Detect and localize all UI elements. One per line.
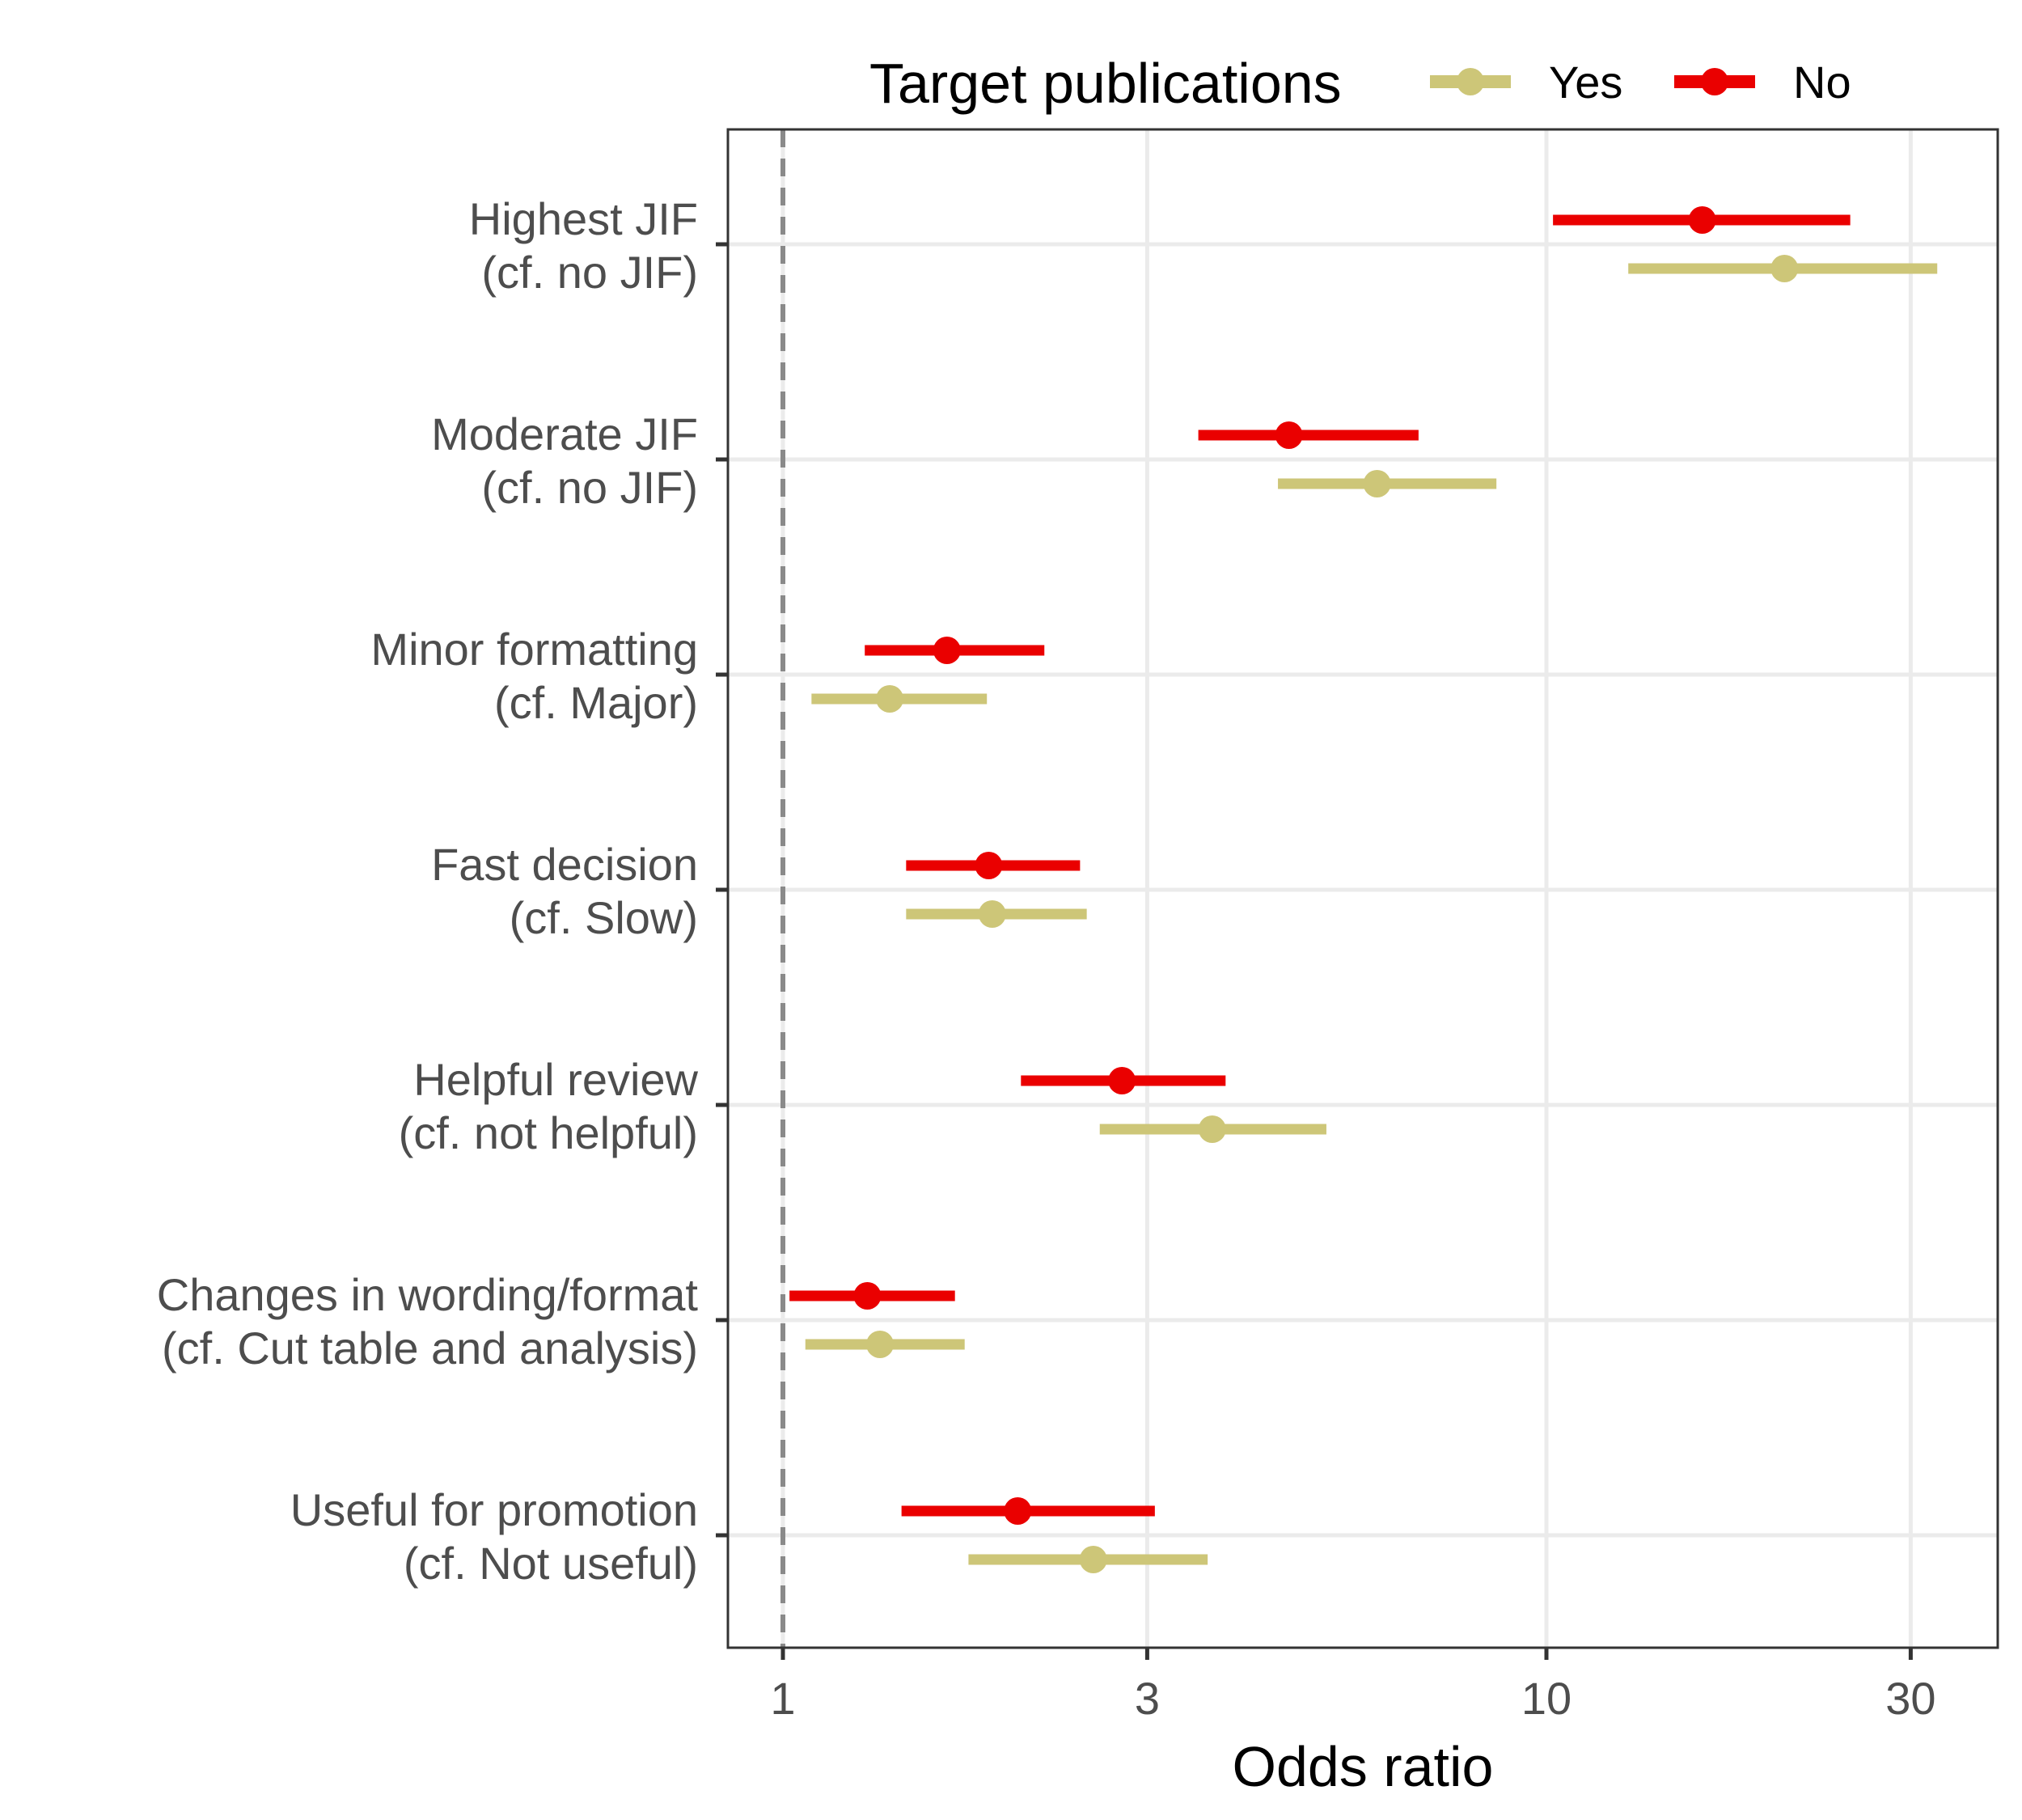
y-tick-label-1-1: (cf. no JIF) (481, 462, 698, 513)
point-no-6 (1004, 1497, 1032, 1525)
legend-title: Target publications (869, 52, 1342, 115)
x-axis: 1 3 10 30 (770, 1648, 1936, 1724)
legend-key-yes: Yes (1430, 57, 1622, 108)
point-no-4 (1108, 1067, 1136, 1094)
y-tick-label-2-0: Minor formatting (370, 624, 698, 675)
data-marks (789, 206, 1938, 1573)
point-yes-0 (1770, 255, 1799, 282)
y-tick-label-4-0: Helpful review (413, 1054, 698, 1105)
y-tick-label-3-0: Fast decision (431, 839, 698, 890)
series-no (789, 206, 1851, 1525)
point-no-5 (853, 1282, 882, 1310)
x-axis-title: Odds ratio (1233, 1735, 1494, 1798)
point-no-1 (1275, 421, 1303, 449)
y-tick-label-5-1: (cf. Cut table and analysis) (162, 1323, 698, 1373)
y-tick-label-2-1: (cf. Major) (494, 677, 698, 728)
y-tick-label-1-0: Moderate JIF (431, 408, 698, 459)
legend-yes-label: Yes (1549, 57, 1622, 108)
point-yes-2 (876, 685, 904, 713)
y-tick-label-5-0: Changes in wording/format (157, 1269, 699, 1320)
point-yes-4 (1198, 1115, 1226, 1143)
point-no-2 (933, 637, 961, 664)
y-tick-label-4-1: (cf. not helpful) (399, 1107, 698, 1158)
x-tick-label-3: 30 (1885, 1673, 1935, 1724)
grid-lines (728, 129, 1998, 1648)
point-yes-1 (1363, 470, 1391, 497)
y-tick-label-0-0: Highest JIF (469, 193, 698, 244)
series-yes (805, 255, 1938, 1573)
legend: Target publications Yes No (869, 52, 1851, 115)
y-tick-label-6-1: (cf. Not useful) (404, 1538, 698, 1589)
point-yes-5 (865, 1331, 894, 1358)
point-yes-6 (1079, 1546, 1107, 1573)
x-tick-label-1: 3 (1135, 1673, 1160, 1724)
x-tick-label-0: 1 (770, 1673, 795, 1724)
y-tick-label-6-0: Useful for promotion (290, 1484, 698, 1535)
plot-panel (726, 128, 1999, 1649)
legend-key-no: No (1674, 57, 1851, 108)
legend-yes-point (1457, 68, 1484, 95)
point-yes-3 (978, 900, 1006, 928)
legend-no-point (1701, 68, 1728, 95)
x-tick-label-2: 10 (1521, 1673, 1571, 1724)
legend-no-label: No (1793, 57, 1851, 108)
y-axis: Highest JIF(cf. no JIF)Moderate JIF(cf. … (157, 193, 728, 1589)
y-tick-label-0-1: (cf. no JIF) (481, 247, 698, 298)
y-tick-label-3-1: (cf. Slow) (510, 892, 698, 943)
point-no-0 (1688, 206, 1716, 234)
point-no-3 (975, 852, 1003, 879)
